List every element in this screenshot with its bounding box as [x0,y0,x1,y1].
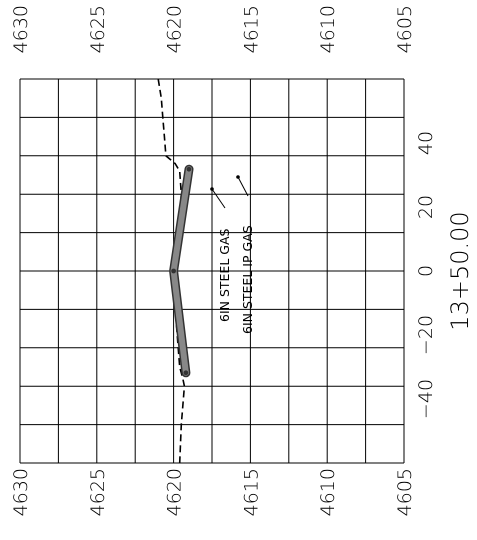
pipe-profile [169,164,194,378]
offset-tick-label: −20 [415,315,437,355]
tick-labels: 4630 4630 4625 4625 4620 4620 4615 4615 4610 4610… [10,5,437,516]
pipe-vertex [186,166,192,172]
grid [19,78,405,464]
elevation-tick-label-top: 4630 [10,5,32,53]
elevation-tick-label-top: 4625 [87,5,109,53]
elevation-tick-label-bottom: 4610 [317,468,339,516]
elevation-tick-label-bottom: 4625 [87,468,109,516]
elevation-tick-label-bottom: 4630 [10,468,32,516]
elevation-tick-label-top: 4605 [394,5,416,53]
elevation-tick-label-bottom: 4605 [394,468,416,516]
station-label: 13+50.00 [446,211,474,330]
annotation-labels: 6IN STEEL GAS 6IN STEEL IP GAS [210,175,255,334]
elevation-tick-label-bottom: 4620 [164,468,186,516]
leader-line [237,176,249,197]
pipe-callout-label: 6IN STEEL GAS [217,228,232,322]
elevation-tick-label-top: 4615 [240,5,262,53]
elevation-tick-label-bottom: 4615 [240,468,262,516]
leader-arrow [236,175,240,179]
pipe-vertex [171,268,177,274]
pipe-callout-label: 6IN STEEL IP GAS [240,225,255,334]
leader-arrow [210,187,214,191]
elevation-tick-label-top: 4610 [317,5,339,53]
offset-tick-label: 0 [415,265,437,277]
leader-line [211,188,226,209]
elevation-tick-label-top: 4620 [164,5,186,53]
offset-tick-label: −40 [415,379,437,419]
offset-tick-label: 20 [415,195,437,219]
pipe-vertex [183,370,189,376]
offset-tick-label: 40 [415,131,437,155]
